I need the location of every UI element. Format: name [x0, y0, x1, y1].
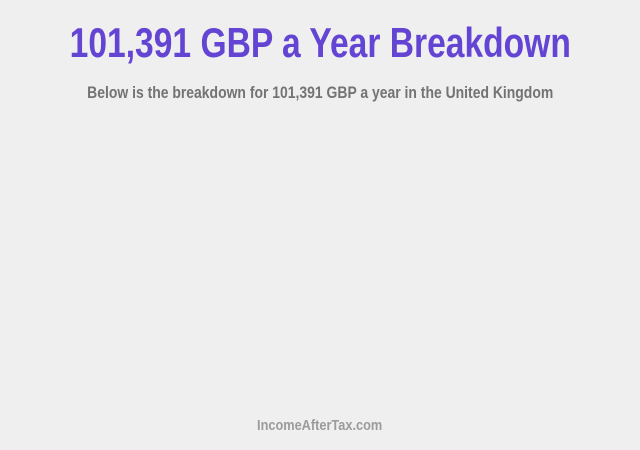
site-watermark-link[interactable]: IncomeAfterTax.com: [257, 417, 383, 434]
page-subtitle-text: Below is the breakdown for 101,391 GBP a…: [86, 83, 554, 102]
page-title: 101,391 GBP a Year Breakdown: [0, 21, 640, 65]
page-subtitle: Below is the breakdown for 101,391 GBP a…: [0, 82, 640, 104]
footer-branding: IncomeAfterTax.com: [0, 416, 640, 436]
page-title-text: 101,391 GBP a Year Breakdown: [69, 19, 571, 66]
